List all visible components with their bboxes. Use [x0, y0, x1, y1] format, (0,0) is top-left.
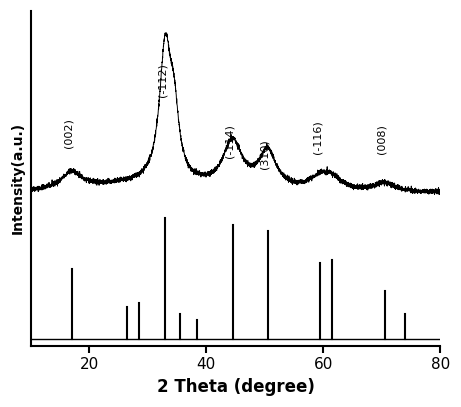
Text: (-114): (-114): [225, 124, 235, 158]
Text: (310): (310): [260, 139, 270, 169]
Text: (-112): (-112): [157, 63, 167, 97]
X-axis label: 2 Theta (degree): 2 Theta (degree): [157, 378, 314, 396]
Text: (008): (008): [377, 125, 387, 154]
Text: (-116): (-116): [313, 121, 322, 154]
Y-axis label: Intensity(a.u.): Intensity(a.u.): [11, 122, 25, 234]
Text: (002): (002): [64, 118, 74, 148]
